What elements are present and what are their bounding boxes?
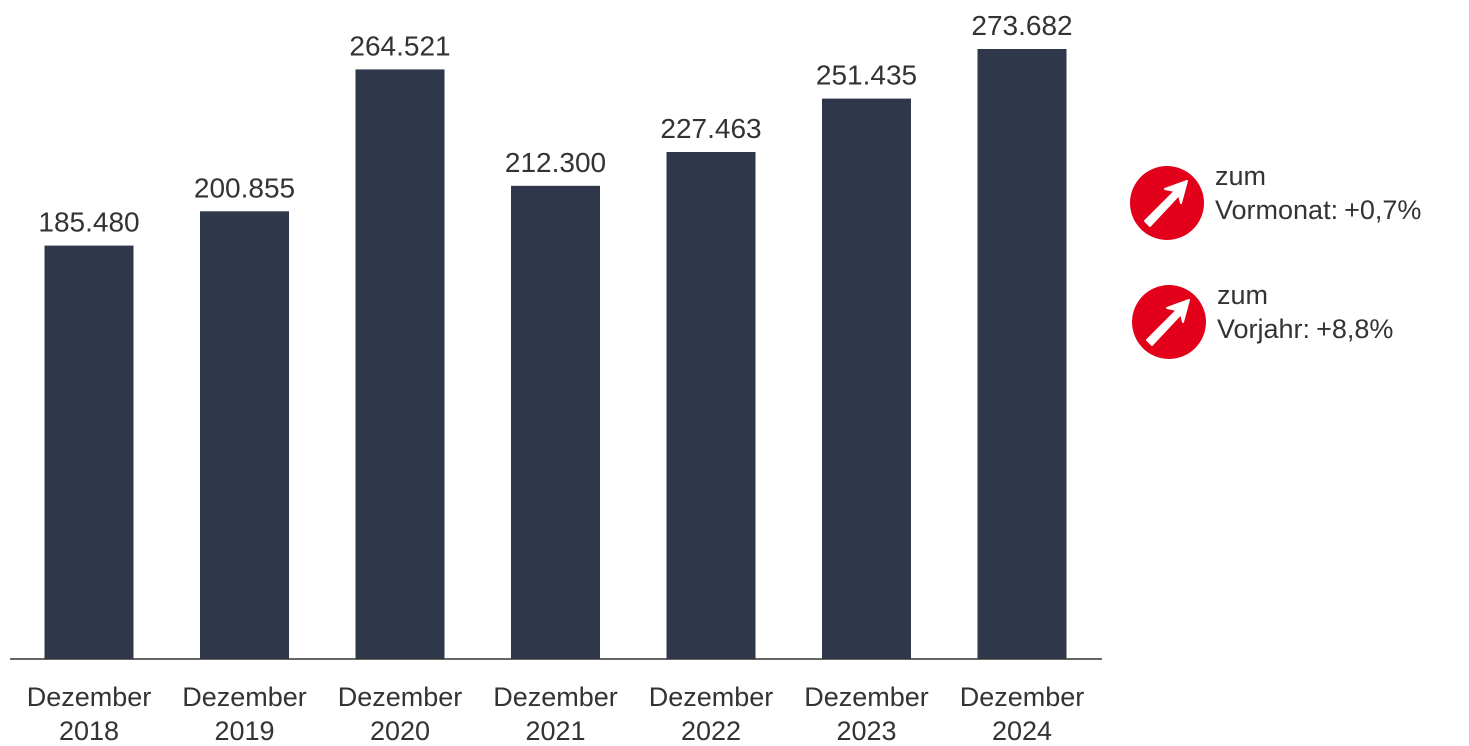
category-label: Dezember 2020	[338, 682, 463, 746]
bar-2018	[44, 245, 134, 659]
category-label: Dezember 2022	[649, 682, 774, 746]
category-label-year: 2019	[214, 716, 274, 746]
arrow-up-right-icon	[1132, 285, 1206, 359]
bar-2020	[355, 69, 445, 659]
category-label-year: 2018	[59, 716, 119, 746]
category-label: Dezember 2023	[804, 682, 929, 746]
value-label: 227.463	[660, 113, 761, 144]
category-label: Dezember 2024	[960, 682, 1085, 746]
category-label-month: Dezember	[649, 682, 774, 712]
bar-2022	[666, 152, 756, 659]
indicator-label: Vormonat:	[1215, 195, 1339, 225]
category-label-year: 2024	[992, 716, 1052, 746]
category-label-month: Dezember	[960, 682, 1085, 712]
indicator-line2: Vormonat: +0,7%	[1215, 193, 1421, 227]
indicator-vorjahr: zum Vorjahr: +8,8%	[1131, 280, 1393, 360]
value-label: 212.300	[505, 147, 606, 178]
bar-2024	[977, 49, 1067, 659]
value-label: 185.480	[38, 207, 139, 238]
category-label-month: Dezember	[493, 682, 618, 712]
indicator-text: zum Vormonat: +0,7%	[1215, 159, 1421, 227]
value-label: 264.521	[349, 30, 450, 61]
indicator-text: zum Vorjahr: +8,8%	[1217, 278, 1393, 346]
category-label-year: 2022	[681, 716, 741, 746]
category-label: Dezember 2018	[27, 682, 152, 746]
category-label: Dezember 2021	[493, 682, 618, 746]
category-label: Dezember 2019	[182, 682, 307, 746]
bars-group	[44, 49, 1067, 660]
category-label-year: 2020	[370, 716, 430, 746]
value-label: 251.435	[816, 60, 917, 91]
category-label-year: 2023	[836, 716, 896, 746]
category-label-month: Dezember	[338, 682, 463, 712]
category-label-month: Dezember	[182, 682, 307, 712]
bar-chart: 185.480 200.855 264.521 212.300 227.463 251.4…	[10, 10, 1102, 746]
bar-2021	[511, 185, 600, 659]
value-label: 200.855	[194, 172, 295, 203]
indicator-vormonat: zum Vormonat: +0,7%	[1129, 161, 1421, 241]
value-labels-group: 185.480 200.855 264.521 212.300 227.463 251.4…	[38, 10, 1072, 238]
value-label: 273.682	[971, 10, 1072, 41]
indicator-label: Vorjahr:	[1217, 314, 1311, 344]
indicator-line1: zum	[1217, 280, 1269, 310]
indicator-line1: zum	[1215, 161, 1267, 191]
category-label-year: 2021	[525, 716, 585, 746]
arrow-up-right-icon	[1130, 166, 1204, 240]
category-label-month: Dezember	[804, 682, 929, 712]
indicator-value: +8,8%	[1316, 314, 1394, 344]
category-label-month: Dezember	[27, 682, 152, 712]
indicator-line2: Vorjahr: +8,8%	[1217, 312, 1393, 346]
bar-2023	[822, 98, 911, 659]
bar-2019	[200, 211, 289, 660]
indicator-value: +0,7%	[1344, 195, 1422, 225]
